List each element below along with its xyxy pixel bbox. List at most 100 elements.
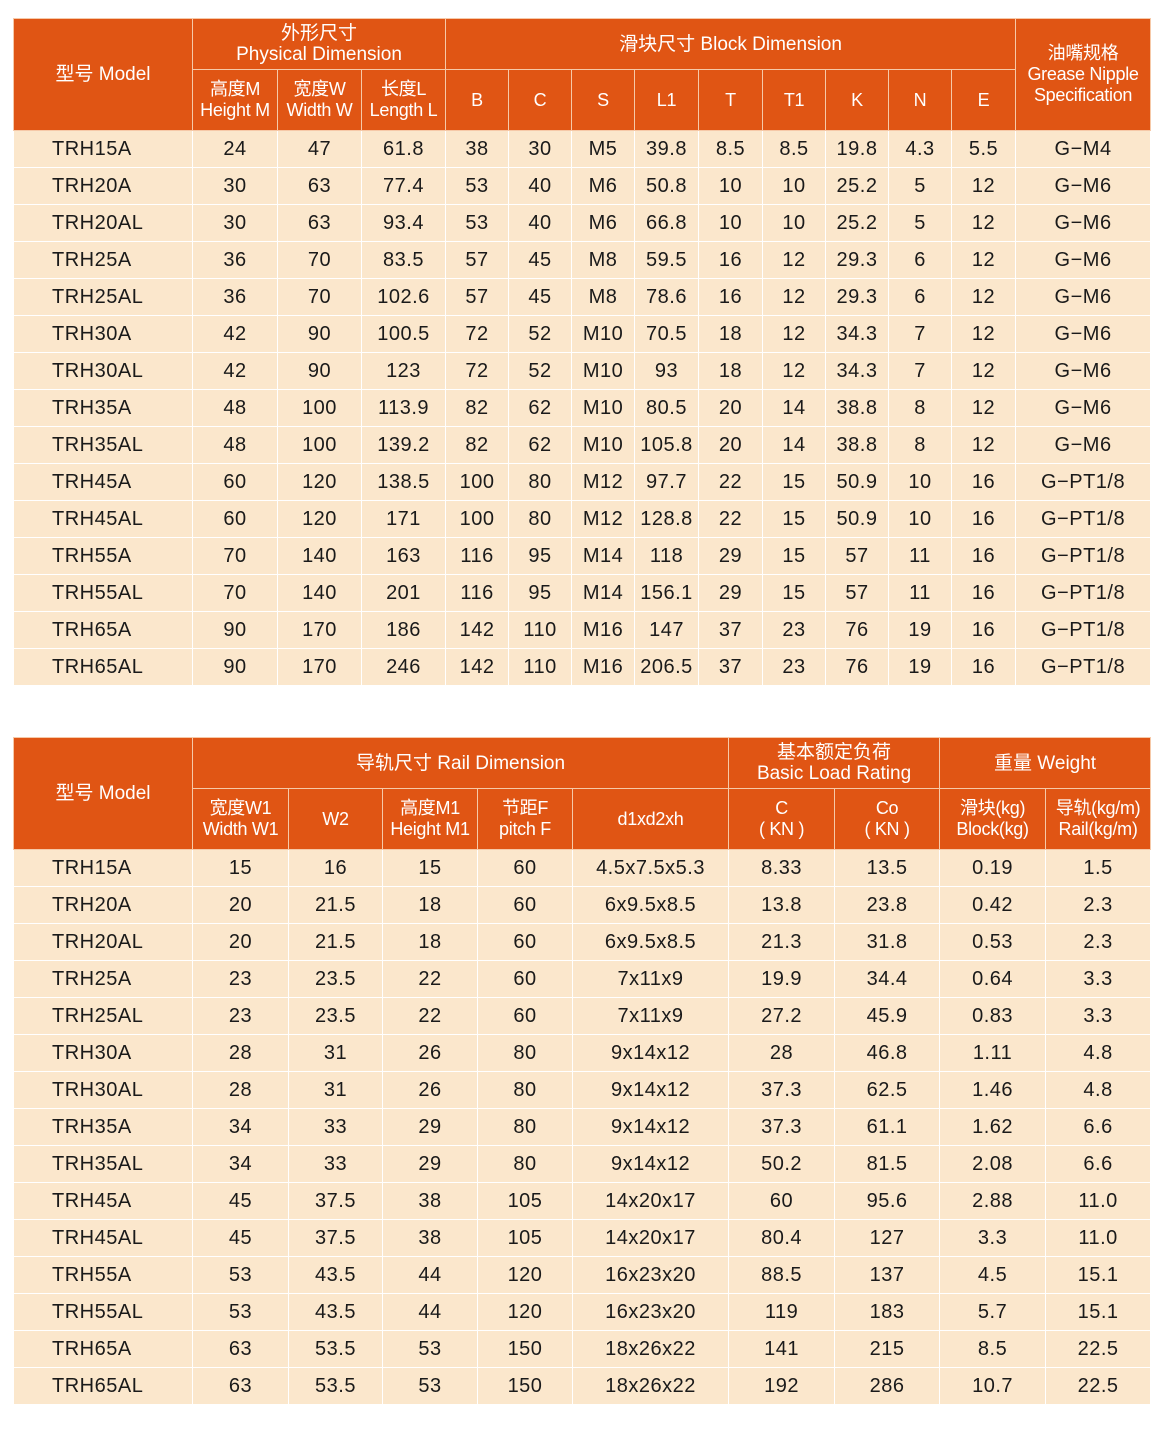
table-row: TRH25A 23 23.5 22 60 7x11x9 19.9 34.4 0.64 3.3 <box>13 960 1152 998</box>
value-cell: 72 <box>445 315 510 353</box>
value-cell: 140 <box>277 574 362 612</box>
value-cell: G−M6 <box>1015 241 1152 279</box>
column-header: T <box>698 69 764 131</box>
value-cell: 29.3 <box>825 278 890 316</box>
value-cell: 30 <box>508 130 573 168</box>
value-cell: 34.3 <box>825 315 890 353</box>
value-cell: 72 <box>445 352 510 390</box>
model-cell: TRH45A <box>13 463 193 501</box>
value-cell: M16 <box>571 611 636 649</box>
table-row: TRH45AL 60 120 171 100 80 M12 128.8 22 15 50.9 10 16… <box>13 500 1152 538</box>
value-cell: 100 <box>277 426 362 464</box>
value-cell: 34.4 <box>834 960 941 998</box>
value-cell: 16 <box>288 849 383 887</box>
value-cell: 16 <box>951 574 1017 612</box>
value-cell: 45.9 <box>834 997 941 1035</box>
value-cell: 77.4 <box>360 167 447 205</box>
value-cell: 42 <box>192 315 278 353</box>
value-cell: 38 <box>445 130 510 168</box>
value-cell: 18 <box>382 886 478 924</box>
table-row: TRH30AL 28 31 26 80 9x14x12 37.3 62.5 1.46 4.8 <box>13 1071 1152 1109</box>
value-cell: 12 <box>951 389 1017 427</box>
value-cell: 37 <box>698 611 764 649</box>
value-cell: 53 <box>192 1256 289 1294</box>
value-cell: 215 <box>834 1330 941 1368</box>
column-header: S <box>571 69 636 131</box>
value-cell: 53.5 <box>288 1367 383 1405</box>
value-cell: 2.08 <box>939 1145 1047 1183</box>
value-cell: 21.5 <box>288 886 383 924</box>
value-cell: 46.8 <box>834 1034 941 1072</box>
value-cell: 80 <box>477 1034 573 1072</box>
value-cell: G−PT1/8 <box>1015 500 1152 538</box>
value-cell: 57 <box>825 537 890 575</box>
table-row: TRH20AL 20 21.5 18 60 6x9.5x8.5 21.3 31.8 0.53 2.… <box>13 923 1152 961</box>
value-cell: 10 <box>762 167 827 205</box>
column-header: 导轨(kg/m) Rail(kg/m) <box>1045 788 1152 850</box>
value-cell: 45 <box>192 1219 289 1257</box>
value-cell: 34 <box>192 1108 289 1146</box>
value-cell: 150 <box>477 1367 573 1405</box>
value-cell: 110 <box>508 611 573 649</box>
model-cell: TRH45A <box>13 1182 193 1220</box>
rail-dimension-table: 型号 Model 导轨尺寸 Rail Dimension 基本额定负荷 Basic… <box>13 737 1152 1405</box>
value-cell: 20 <box>698 426 764 464</box>
value-cell: 53 <box>445 204 510 242</box>
value-cell: 70 <box>192 537 278 575</box>
value-cell: 16 <box>951 537 1017 575</box>
table-row: TRH20AL 30 63 93.4 53 40 M6 66.8 10 10 25.2 5 12 G−M6 <box>13 204 1152 242</box>
value-cell: 120 <box>477 1293 573 1331</box>
value-cell: 18 <box>382 923 478 961</box>
value-cell: 50.9 <box>825 500 890 538</box>
value-cell: M14 <box>571 537 636 575</box>
value-cell: 83.5 <box>360 241 447 279</box>
value-cell: 33 <box>288 1145 383 1183</box>
value-cell: 1.46 <box>939 1071 1047 1109</box>
value-cell: 90 <box>192 648 278 686</box>
value-cell: 23.5 <box>288 960 383 998</box>
model-header: 型号 Model <box>13 737 193 850</box>
value-cell: 147 <box>634 611 700 649</box>
value-cell: 57 <box>445 241 510 279</box>
value-cell: 42 <box>192 352 278 390</box>
value-cell: 14 <box>762 389 827 427</box>
physical-dimension-header: 外形尺寸 Physical Dimension <box>191 18 447 70</box>
value-cell: 37.3 <box>728 1108 836 1146</box>
value-cell: 80.4 <box>728 1219 836 1257</box>
value-cell: M6 <box>571 204 636 242</box>
value-cell: 53 <box>382 1367 478 1405</box>
value-cell: 0.53 <box>939 923 1047 961</box>
grease-nipple-header: 油嘴规格 Grease Nipple Specification <box>1015 18 1152 131</box>
model-cell: TRH25A <box>13 960 193 998</box>
rail-dimension-header: 导轨尺寸 Rail Dimension <box>191 737 730 789</box>
value-cell: 170 <box>277 648 362 686</box>
value-cell: 10 <box>762 204 827 242</box>
model-cell: TRH15A <box>13 849 193 887</box>
value-cell: 15 <box>762 574 827 612</box>
value-cell: 15 <box>762 463 827 501</box>
value-cell: 15 <box>382 849 478 887</box>
value-cell: 0.64 <box>939 960 1047 998</box>
value-cell: 6x9.5x8.5 <box>571 923 730 961</box>
value-cell: 36 <box>192 241 278 279</box>
value-cell: 12 <box>762 241 827 279</box>
value-cell: 40 <box>508 204 573 242</box>
model-cell: TRH25AL <box>13 997 193 1035</box>
value-cell: 16 <box>951 500 1017 538</box>
value-cell: 138.5 <box>360 463 447 501</box>
table-row: TRH35A 34 33 29 80 9x14x12 37.3 61.1 1.62 6.6 <box>13 1108 1152 1146</box>
table-row: TRH65A 63 53.5 53 150 18x26x22 141 215 8.5 22.5 <box>13 1330 1152 1368</box>
value-cell: 70.5 <box>634 315 700 353</box>
value-cell: 5 <box>888 204 953 242</box>
value-cell: 63 <box>192 1367 289 1405</box>
value-cell: 20 <box>192 886 289 924</box>
value-cell: 30 <box>192 204 278 242</box>
value-cell: 19.8 <box>825 130 890 168</box>
value-cell: 23.5 <box>288 997 383 1035</box>
column-header: 宽度W Width W <box>277 69 362 131</box>
column-header: 宽度W1 Width W1 <box>192 788 289 850</box>
table-row: TRH15A 24 47 61.8 38 30 M5 39.8 8.5 8.5 19.8 4.3 5.5… <box>13 130 1152 168</box>
value-cell: 120 <box>277 463 362 501</box>
column-header: C( KN ) <box>728 788 836 850</box>
value-cell: M12 <box>571 463 636 501</box>
